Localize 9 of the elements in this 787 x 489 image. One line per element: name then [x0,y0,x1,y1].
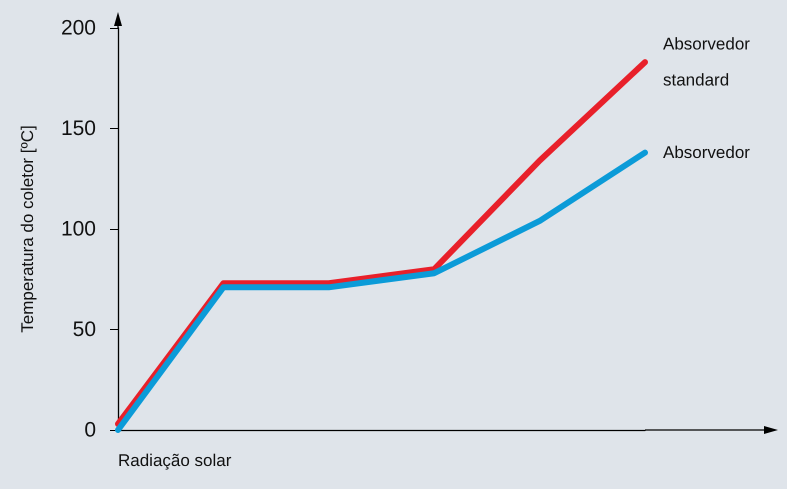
y-tick-label: 200 [60,16,96,40]
y-tick-label: 0 [84,418,96,442]
series-label: Absorvedor [663,143,750,162]
series-label: Absorvedor standard [663,34,755,90]
y-tick-label: 100 [60,218,96,240]
y-axis-title: Temperatura do coletor [ºC] [18,125,37,333]
x-axis-title: Radiação solar [118,451,232,470]
y-tick-label: 50 [72,318,96,341]
y-tick-label: 150 [60,117,96,140]
